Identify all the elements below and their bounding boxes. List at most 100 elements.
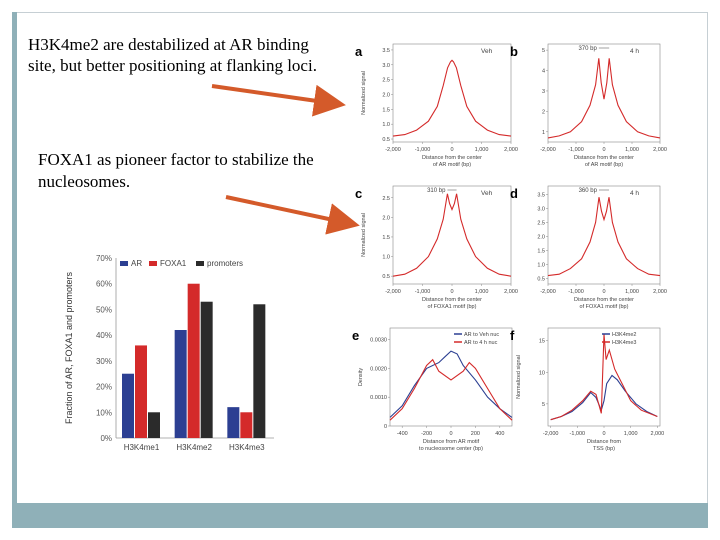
- panel-a-x-tick: 2,000: [504, 147, 518, 153]
- panel-d-legend: 4 h: [630, 190, 639, 197]
- panel-f-x-tick: 1,000: [624, 431, 638, 437]
- panel-a-y-tick: 2.0: [382, 92, 390, 98]
- panel-c-x-label-line2: of FOXA1 motif (bp): [428, 304, 477, 310]
- bar-chart-y-tick-label: 20%: [96, 383, 112, 392]
- panel-b-y-tick: 5: [542, 48, 545, 54]
- panel-e-x-label-line2: to nucleosome center (bp): [419, 446, 483, 452]
- bar-foxa1-h3k4me1: [135, 345, 147, 438]
- panel-f-y-tick: 10: [539, 370, 545, 376]
- panel-b-y-tick: 3: [542, 89, 545, 95]
- panel-c: c -2,000 -1,000 0 1,000 2,000 0.5 1.0 1.5 2.0 2.5 D…: [355, 185, 518, 310]
- panel-a-x-tick: -1,000: [415, 147, 431, 153]
- panel-e: e -400 -200 0 200 400 0 0.0010 0.0020 0.0030 Dista…: [352, 327, 513, 452]
- bar-chart-legend-swatch-promoters: [196, 261, 204, 266]
- panel-f-series-line: [550, 374, 658, 421]
- panel-e-y-tick: 0.0030: [370, 338, 387, 344]
- bar-chart-y-tick-label: 30%: [96, 357, 112, 366]
- panel-c-x-tick: -2,000: [385, 289, 401, 295]
- panel-e-y-tick: 0.0010: [370, 395, 387, 401]
- panel-letter-d: d: [510, 186, 518, 201]
- panel-d-y-tick: 1.5: [537, 248, 545, 254]
- panel-d-y-tick: 0.5: [537, 276, 545, 282]
- bar-ar-h3k4me1: [122, 373, 134, 438]
- panel-c-frame: [392, 185, 512, 285]
- slide-text-nucleosome-positioning: H3K4me2 are destabilized at AR binding s…: [28, 35, 317, 75]
- panel-a-y-tick: 3.5: [382, 48, 390, 54]
- panel-d-x-tick: -1,000: [568, 289, 584, 295]
- bar-chart-y-tick-label: 60%: [96, 280, 112, 289]
- panel-c-x-tick: 0: [450, 289, 453, 295]
- bar-chart-y-axis-label: Fraction of AR, FOXA1 and promoters: [64, 271, 74, 424]
- panel-d-x-tick: -2,000: [540, 289, 556, 295]
- bar-foxa1-h3k4me2: [187, 283, 200, 438]
- panel-b: b -2,000 -1,000 0 1,000 2,000 1 2 3 4 5 Distance fr…: [510, 43, 667, 168]
- panel-f-x-tick: 0: [602, 431, 605, 437]
- bar-ar-h3k4me3: [227, 407, 240, 438]
- panel-e-x-tick: 200: [471, 431, 480, 437]
- panel-f-x-tick: -2,000: [543, 431, 559, 437]
- panel-a-y-tick: 2.5: [382, 78, 390, 84]
- panel-letter-c: c: [355, 186, 362, 201]
- panel-a-y-tick: 1.0: [382, 122, 390, 128]
- bar-promoters-h3k4me1: [148, 412, 160, 438]
- bar-chart-y-tick-label: 40%: [96, 331, 112, 340]
- panel-e-y-tick: 0: [384, 424, 387, 430]
- panel-f-legend-entry: H3K4me3: [612, 340, 636, 346]
- panel-e-x-label-line1: Distance from AR motif: [423, 439, 480, 445]
- panel-c-annotation: 310 bp: [427, 188, 446, 194]
- panel-e-series-line: [389, 350, 513, 418]
- bar-foxa1-h3k4me3: [240, 412, 253, 438]
- panel-f-x-label-line2: TSS (bp): [593, 446, 615, 452]
- panel-a-y-tick: 1.5: [382, 107, 390, 113]
- bar-chart-y-tick-label: 10%: [96, 408, 112, 417]
- panel-b-series-line: [547, 58, 661, 139]
- panel-a-series-line: [392, 59, 512, 137]
- panel-f-y-tick: 15: [539, 339, 545, 345]
- panel-c-y-tick: 2.0: [382, 215, 390, 221]
- panel-c-x-tick: -1,000: [415, 289, 431, 295]
- bar-chart-y-tick-label: 0%: [100, 434, 112, 443]
- panel-d-y-tick: 2.0: [537, 234, 545, 240]
- panel-e-y-label: Density: [358, 368, 364, 387]
- panel-a-y-label: Normalized signal: [361, 71, 367, 115]
- panel-d-frame: [547, 185, 661, 285]
- bar-chart-category-label: H3K4me3: [229, 443, 265, 452]
- bar-chart-y-tick-label: 50%: [96, 305, 112, 314]
- bar-ar-h3k4me2: [174, 330, 187, 438]
- panel-f-x-label-line1: Distance from: [587, 439, 621, 445]
- panel-c-x-label-line1: Distance from the center: [422, 297, 482, 303]
- panel-b-x-tick: 0: [602, 147, 605, 153]
- bar-chart-legend-swatch-foxa1: [149, 261, 157, 266]
- panel-f: f -2,000 -1,000 0 1,000 2,000 5 10 15 Distance fr…: [510, 327, 664, 452]
- bar-promoters-h3k4me2: [200, 301, 213, 438]
- panel-b-x-label-line1: Distance from the center: [574, 155, 634, 161]
- panel-d-x-tick: 0: [602, 289, 605, 295]
- panel-b-y-tick: 2: [542, 109, 545, 115]
- panel-c-x-tick: 1,000: [475, 289, 489, 295]
- panel-d-x-tick: 2,000: [653, 289, 667, 295]
- panel-c-y-tick: 1.0: [382, 255, 390, 261]
- slide-text-foxa1-pioneer: FOXA1 as pioneer factor to stabilize the…: [38, 150, 314, 191]
- panel-letter-e: e: [352, 328, 359, 343]
- bar-chart-y-tick-label: 70%: [96, 254, 112, 263]
- panel-b-x-tick: 1,000: [625, 147, 639, 153]
- panel-c-series-line: [392, 193, 512, 277]
- slide-left-accent-bar: [12, 12, 17, 528]
- panel-d-y-tick: 3.5: [537, 192, 545, 198]
- panel-a-legend: Veh: [481, 48, 493, 55]
- panel-a-frame: [392, 43, 512, 143]
- panel-b-legend: 4 h: [630, 48, 639, 55]
- panel-b-x-label-line2: of AR motif (bp): [585, 162, 623, 168]
- panel-b-x-tick: -1,000: [568, 147, 584, 153]
- panel-f-y-tick: 5: [542, 402, 545, 408]
- panel-letter-a: a: [355, 44, 363, 59]
- panel-e-x-tick: -200: [421, 431, 432, 437]
- panel-d-series-line: [547, 197, 661, 277]
- panel-e-x-tick: -400: [397, 431, 408, 437]
- panel-d-y-tick: 2.5: [537, 220, 545, 226]
- panel-c-x-tick: 2,000: [504, 289, 518, 295]
- panel-b-frame: [547, 43, 661, 143]
- panel-e-y-tick: 0.0020: [370, 366, 387, 372]
- panel-e-x-tick: 0: [449, 431, 452, 437]
- panel-a-x-label-line1: Distance from the center: [422, 155, 482, 161]
